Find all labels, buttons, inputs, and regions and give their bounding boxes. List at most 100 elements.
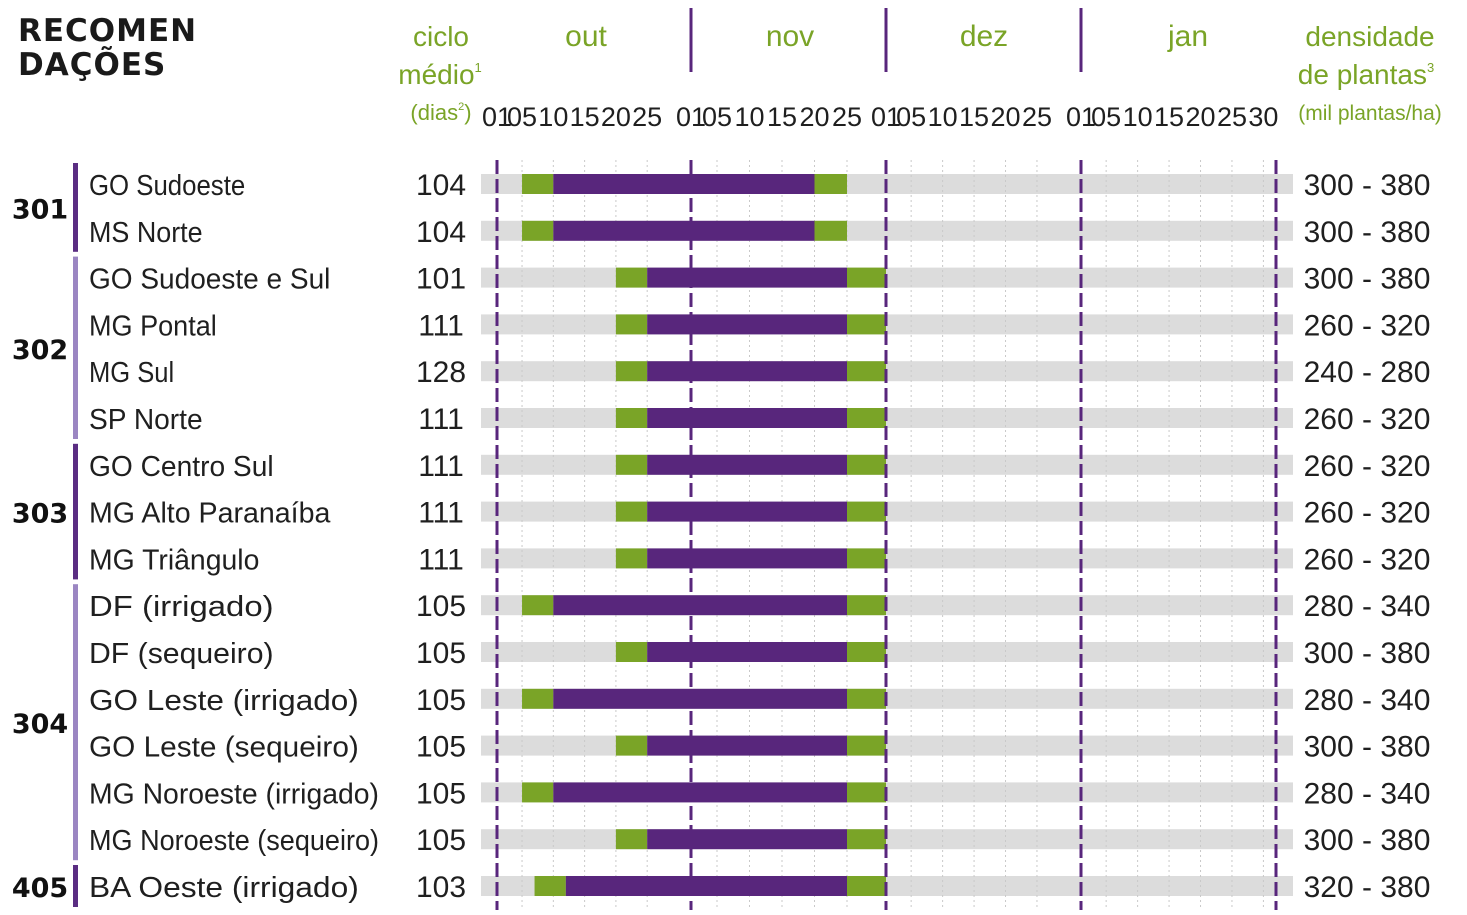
cycle-header-line3: (dias2): [410, 100, 471, 125]
tolerated-segment-start: [522, 782, 554, 803]
chart-title-line2: DAÇÕES: [18, 47, 167, 83]
density-value: 300 - 380: [1304, 824, 1431, 857]
day-tick-label: 20: [601, 102, 631, 132]
day-tick-label: 20: [799, 102, 829, 132]
recommended-segment: [647, 361, 847, 382]
day-tick-label: 15: [767, 102, 797, 132]
day-tick-label: 10: [1123, 102, 1153, 132]
day-tick-label: 15: [1154, 102, 1184, 132]
tolerated-segment-start: [615, 267, 648, 288]
cycle-value: 128: [416, 356, 466, 389]
tolerated-segment-start: [615, 314, 648, 335]
cycle-value: 111: [418, 309, 464, 342]
region-label: MG Triângulo: [89, 544, 259, 576]
recommended-segment: [647, 829, 847, 850]
tolerated-segment-start: [615, 408, 648, 428]
tolerated-segment-end: [847, 501, 886, 522]
recommended-segment: [647, 735, 847, 756]
group-label-304: 304: [12, 709, 68, 740]
region-label: MS Norte: [89, 217, 203, 249]
recommended-segment: [647, 501, 847, 522]
recommended-segment: [647, 267, 847, 288]
tolerated-segment-start: [615, 735, 648, 756]
region-label: MG Noroeste (irrigado): [89, 778, 379, 810]
tolerated-segment-end: [847, 782, 886, 803]
recommended-segment: [647, 642, 847, 662]
density-value: 260 - 320: [1304, 497, 1431, 530]
density-value: 280 - 340: [1304, 590, 1431, 623]
density-value: 260 - 320: [1304, 403, 1431, 436]
chart-title-line1: RECOMEN: [18, 13, 198, 49]
cycle-value: 104: [416, 216, 466, 249]
cycle-header-line2: médio1: [398, 59, 482, 90]
cycle-value: 105: [416, 777, 466, 810]
month-label-dez: dez: [960, 20, 1008, 53]
tolerated-segment-end: [847, 454, 886, 475]
recommended-segment: [647, 548, 847, 569]
recommended-segment: [553, 688, 847, 709]
recommended-segment: [553, 174, 815, 194]
tolerated-segment-start: [522, 595, 554, 616]
month-label-out: out: [565, 20, 607, 53]
region-label: MG Alto Paranaíba: [89, 498, 331, 530]
tolerated-segment-end: [814, 220, 847, 241]
recommended-segment: [647, 314, 847, 335]
density-value: 320 - 380: [1304, 871, 1431, 904]
group-bracket-303: [73, 443, 78, 580]
tolerated-segment-start: [615, 548, 648, 569]
group-bracket-301: [73, 163, 78, 252]
tolerated-segment-start: [615, 642, 648, 662]
day-tick-label: 25: [832, 102, 862, 132]
day-tick-label: 10: [928, 102, 958, 132]
density-header-line3: (mil plantas/ha): [1298, 102, 1442, 125]
tolerated-segment-end: [847, 876, 886, 896]
day-tick-label: 25: [632, 102, 662, 132]
tolerated-segment-end: [847, 829, 886, 850]
month-label-jan: jan: [1167, 20, 1208, 53]
region-label: BA Oeste (irrigado): [89, 872, 359, 904]
day-tick-label: 05: [896, 102, 926, 132]
day-tick-label: 01: [676, 102, 706, 132]
group-label-303: 303: [12, 499, 68, 530]
cycle-value: 105: [416, 684, 466, 717]
group-bracket-405: [73, 865, 78, 907]
density-value: 300 - 380: [1304, 731, 1431, 764]
cycle-value: 103: [416, 871, 466, 904]
density-header-line2: de plantas3: [1298, 59, 1434, 90]
density-value: 260 - 320: [1304, 450, 1431, 483]
day-tick-label: 30: [1248, 102, 1278, 132]
day-tick-label: 10: [734, 102, 764, 132]
region-label: SP Norte: [89, 404, 203, 436]
density-value: 240 - 280: [1304, 356, 1431, 389]
region-label: DF (sequeiro): [89, 638, 274, 670]
group-label-301: 301: [12, 194, 68, 225]
day-tick-label: 25: [1217, 102, 1247, 132]
tolerated-segment-start: [615, 829, 648, 850]
cycle-header-line1: ciclo: [413, 21, 469, 52]
tolerated-segment-start: [615, 361, 648, 382]
density-value: 260 - 320: [1304, 309, 1431, 342]
day-tick-label: 05: [507, 102, 537, 132]
region-label: GO Leste (irrigado): [89, 685, 359, 717]
density-value: 280 - 340: [1304, 777, 1431, 810]
tolerated-segment-end: [847, 642, 886, 662]
recommended-segment: [553, 782, 847, 803]
day-tick-label: 25: [1022, 102, 1052, 132]
density-value: 300 - 380: [1304, 216, 1431, 249]
density-value: 300 - 380: [1304, 169, 1431, 202]
recommended-segment: [565, 876, 847, 896]
day-tick-label: 15: [570, 102, 600, 132]
recommended-segment: [647, 408, 847, 428]
cycle-value: 105: [416, 824, 466, 857]
tolerated-segment-end: [847, 735, 886, 756]
tolerated-segment-end: [847, 688, 886, 709]
day-tick-label: 20: [990, 102, 1020, 132]
tolerated-segment-start: [534, 876, 566, 896]
cycle-value: 105: [416, 637, 466, 670]
tolerated-segment-start: [615, 501, 648, 522]
region-label: MG Noroeste (sequeiro): [89, 825, 379, 857]
tolerated-segment-start: [522, 174, 554, 194]
tolerated-segment-end: [847, 361, 886, 382]
tolerated-segment-end: [847, 314, 886, 335]
